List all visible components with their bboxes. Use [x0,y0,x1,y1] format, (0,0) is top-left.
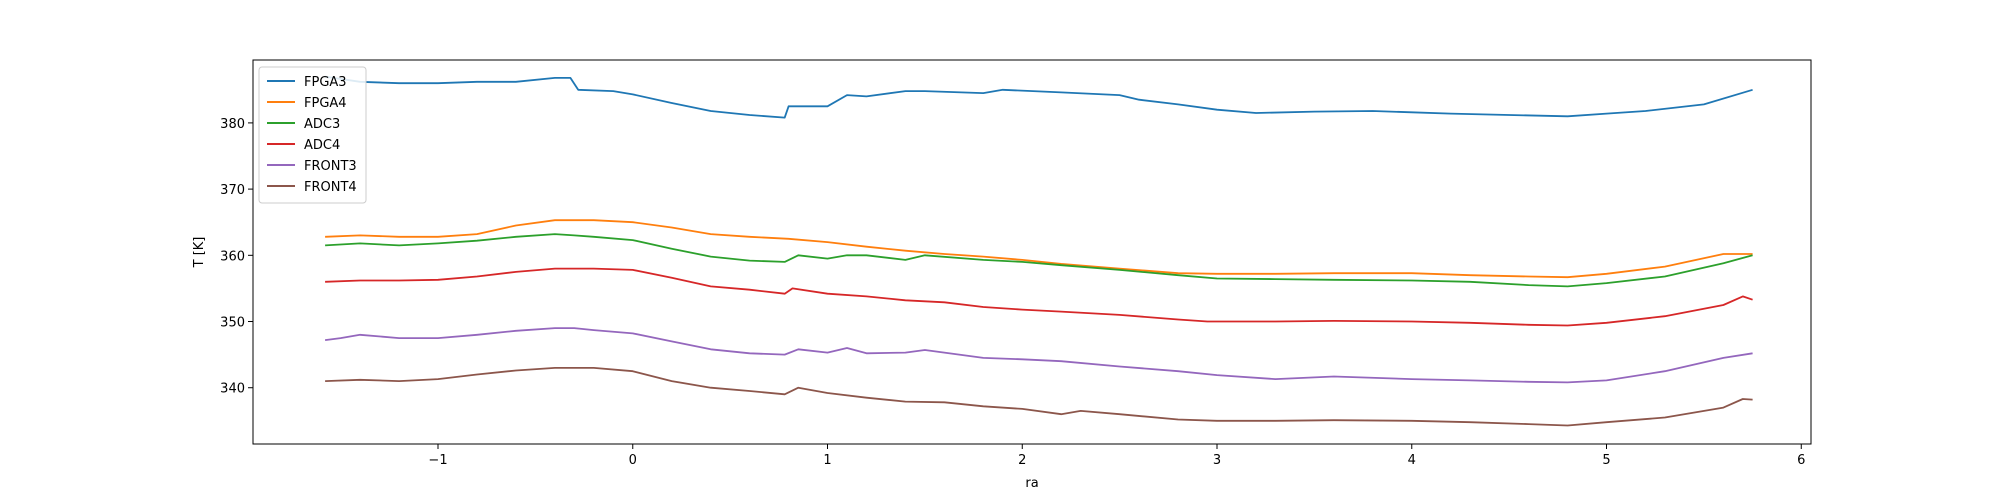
x-tick-label: −1 [428,453,447,468]
series-line-fpga3 [324,75,1753,119]
y-tick-label: 360 [220,249,245,264]
x-tick-label: 1 [823,453,831,468]
axes-frame [252,59,1812,445]
legend-label-front4: FRONT4 [304,180,357,195]
y-axis-label: T [K] [192,237,207,269]
series-line-front3 [324,327,1753,384]
x-tick-label: 5 [1602,453,1610,468]
series-line-fpga4 [325,219,1753,279]
series-line-front4 [325,366,1753,427]
x-axis-label: ra [1025,476,1038,491]
y-tick-label: 350 [220,316,245,331]
x-tick-label: 4 [1408,453,1416,468]
x-tick-label: 2 [1018,453,1026,468]
legend: FPGA3 FPGA4 ADC3 ADC4 FRONT3 FRONT4 [258,66,367,204]
y-tick-label: 340 [220,382,245,397]
y-tick-label: 380 [220,117,245,132]
x-tick-label: 0 [629,453,637,468]
y-tick-label: 370 [220,183,245,198]
legend-label-adc4: ADC4 [304,138,340,153]
series-line-adc4 [325,267,1753,327]
series-line-adc3 [325,233,1753,288]
legend-label-fpga4: FPGA4 [304,96,347,111]
x-tick-label: 6 [1797,453,1805,468]
plot-area [324,75,1753,427]
legend-label-fpga3: FPGA3 [304,75,347,90]
axes: −1 0 1 2 3 4 5 6 340 350 360 370 380 [220,59,1812,468]
legend-label-front3: FRONT3 [304,159,357,174]
x-tick-label: 3 [1213,453,1221,468]
legend-label-adc3: ADC3 [304,117,340,132]
